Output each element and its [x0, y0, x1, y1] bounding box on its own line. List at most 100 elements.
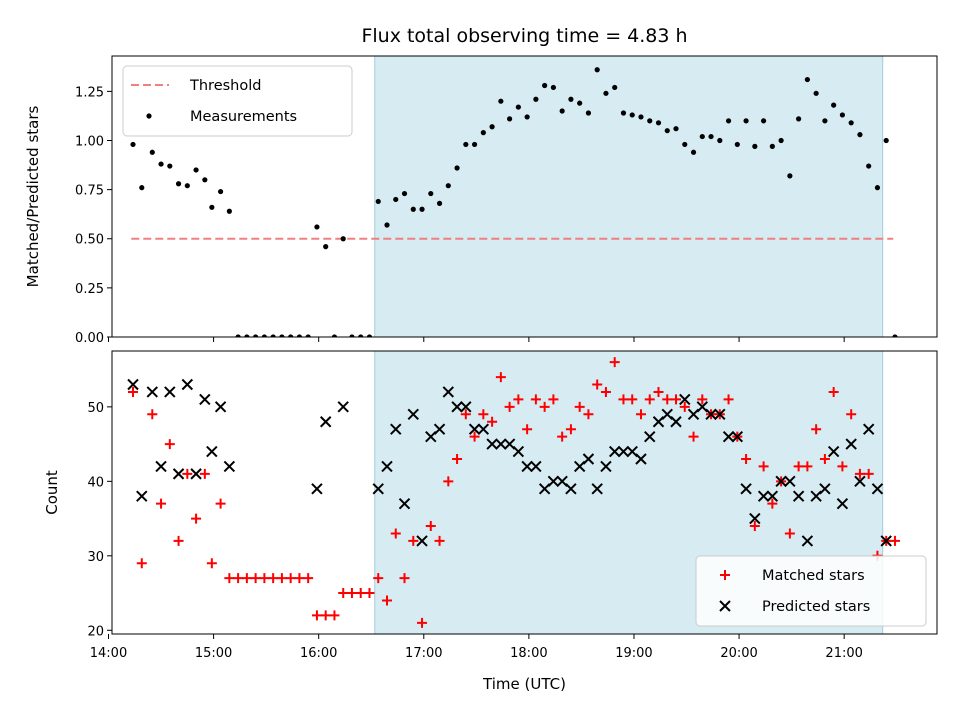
- data-point-dot: [401, 190, 408, 197]
- x-axis-label: Time (UTC): [482, 675, 566, 693]
- data-point-dot: [480, 130, 486, 136]
- data-point-plus: [583, 409, 594, 420]
- data-point-dot: [655, 120, 662, 126]
- data-point-dot: [202, 177, 208, 183]
- data-point-plus: [565, 424, 576, 435]
- data-point-x: [214, 401, 227, 413]
- data-point-plus: [460, 409, 471, 420]
- data-point-plus: [417, 617, 428, 628]
- data-point-plus: [574, 401, 585, 412]
- data-point-x: [600, 460, 612, 473]
- data-point-dot: [305, 334, 311, 337]
- data-point-x: [836, 497, 849, 510]
- x-tick-label: 14:00: [90, 646, 127, 661]
- data-point-dot: [883, 137, 889, 144]
- data-point-dot: [158, 161, 164, 167]
- chart-title: Flux total observing time = 4.83 h: [361, 25, 687, 47]
- data-point-plus: [346, 588, 357, 599]
- data-point-x: [819, 483, 831, 495]
- data-point-dot: [866, 163, 872, 169]
- chart-panel-2: 20 30 40 50 14:00 15:00 16:00 17:00 18:00 19:00 20…: [43, 350, 938, 693]
- y-tick-label: 50: [87, 401, 104, 416]
- data-point-plus: [548, 394, 559, 405]
- data-point-dot: [184, 183, 190, 189]
- data-point-x: [871, 483, 884, 495]
- y-tick-label: 0.75: [75, 184, 104, 199]
- data-point-x: [372, 483, 384, 495]
- legend-label: Measurements: [190, 109, 297, 125]
- data-point-dot: [559, 108, 565, 114]
- data-point-dot: [542, 82, 548, 89]
- data-point-plus: [635, 409, 646, 420]
- data-point-dot: [410, 206, 416, 212]
- data-point-plus: [408, 535, 419, 546]
- data-point-plus: [338, 588, 349, 599]
- data-point-x: [337, 401, 349, 413]
- data-point-plus: [443, 476, 454, 487]
- data-point-dot: [226, 208, 232, 214]
- data-point-plus: [259, 573, 270, 584]
- x-tick-label: 16:00: [300, 646, 337, 661]
- data-point-dot: [498, 98, 504, 104]
- y-tick-label: 1.00: [75, 134, 104, 149]
- data-point-x: [190, 468, 202, 480]
- data-point-dot: [743, 118, 749, 124]
- data-point-dot: [577, 100, 583, 106]
- legend-swatch-plus: [720, 570, 730, 580]
- data-point-dot: [831, 102, 837, 108]
- data-point-x: [206, 445, 218, 458]
- data-point-plus: [469, 431, 480, 442]
- plot-frame: [111, 55, 938, 338]
- data-point-dot: [331, 334, 338, 337]
- data-point-dot: [638, 114, 644, 120]
- data-point-dot: [839, 112, 846, 118]
- data-point-x: [495, 438, 507, 450]
- data-point-plus: [723, 394, 734, 405]
- data-point-plus: [364, 588, 375, 599]
- data-point-x: [442, 386, 455, 398]
- data-point-plus: [390, 528, 401, 539]
- data-point-dot: [769, 143, 775, 149]
- data-point-x: [775, 475, 787, 488]
- legend: Threshold Measurements: [122, 65, 353, 137]
- data-point-dot: [428, 190, 434, 197]
- data-point-plus: [156, 498, 167, 509]
- data-point-dot: [804, 76, 810, 83]
- data-point-dot: [892, 334, 898, 337]
- legend-box: [122, 65, 353, 137]
- data-point-x: [451, 401, 463, 413]
- data-point-x: [740, 483, 752, 495]
- data-point-dot: [796, 116, 802, 122]
- data-point-x: [181, 378, 194, 391]
- data-point-plus: [191, 513, 202, 524]
- data-point-dot: [585, 110, 592, 116]
- data-points: [130, 67, 898, 337]
- data-point-x: [705, 408, 717, 421]
- data-point-plus: [164, 439, 175, 450]
- data-point-dot: [690, 149, 697, 155]
- data-point-plus: [452, 453, 463, 464]
- data-point-x: [722, 430, 735, 443]
- x-tick-label: 18:00: [510, 646, 547, 661]
- data-point-plus: [425, 521, 436, 532]
- legend-label: Predicted stars: [762, 599, 870, 615]
- data-point-x: [565, 483, 577, 495]
- data-point-x: [512, 445, 525, 458]
- data-point-x: [617, 445, 630, 458]
- data-point-plus: [513, 394, 524, 405]
- data-point-plus: [846, 409, 857, 420]
- data-point-x: [784, 475, 796, 488]
- data-point-dot: [130, 141, 136, 148]
- data-point-plus: [434, 535, 445, 546]
- data-point-plus: [767, 498, 778, 509]
- data-point-dot: [209, 204, 215, 210]
- y-tick-label: 1.25: [75, 85, 104, 100]
- data-point-dot: [253, 334, 259, 337]
- data-point-dot: [717, 137, 723, 144]
- data-point-plus: [889, 535, 900, 546]
- data-point-x: [714, 408, 726, 421]
- legend-box: [695, 555, 927, 627]
- data-points: [127, 357, 900, 628]
- data-point-x: [223, 460, 236, 473]
- data-point-plus: [320, 610, 331, 621]
